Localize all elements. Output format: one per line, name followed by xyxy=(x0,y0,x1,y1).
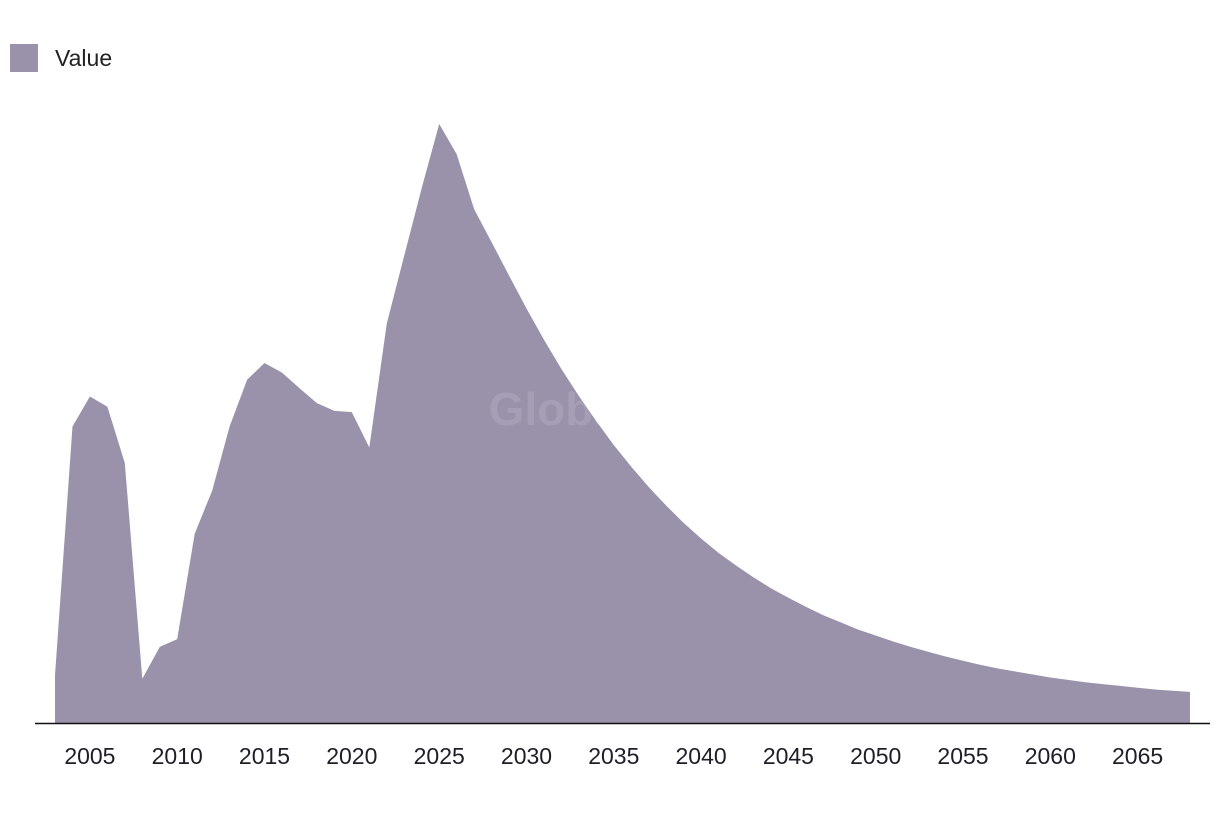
x-tick-label: 2045 xyxy=(763,743,814,769)
x-tick-label: 2015 xyxy=(239,743,290,769)
x-tick-label: 2025 xyxy=(414,743,465,769)
legend-label: Value xyxy=(55,44,113,71)
x-tick-label: 2030 xyxy=(501,743,552,769)
series-area-value xyxy=(55,124,1190,723)
x-tick-label: 2050 xyxy=(850,743,901,769)
x-tick-label: 2035 xyxy=(588,743,639,769)
x-tick-label: 2055 xyxy=(937,743,988,769)
legend-swatch xyxy=(10,44,38,72)
legend: Value xyxy=(10,44,112,72)
watermark: GlobalData xyxy=(489,383,732,435)
x-tick-label: 2010 xyxy=(152,743,203,769)
x-tick-label: 2065 xyxy=(1112,743,1163,769)
x-tick-label: 2020 xyxy=(326,743,377,769)
x-tick-label: 2040 xyxy=(676,743,727,769)
x-tick-label: 2060 xyxy=(1025,743,1076,769)
x-tick-label: 2005 xyxy=(64,743,115,769)
